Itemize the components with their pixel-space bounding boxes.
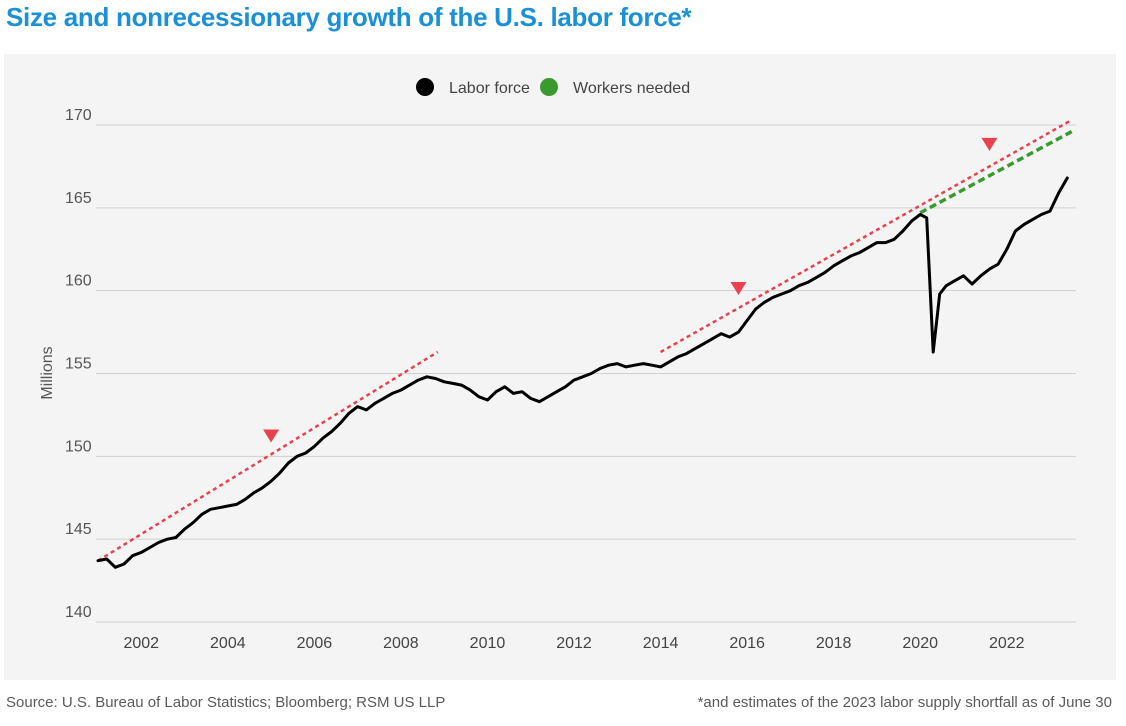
x-tick-label: 2018: [816, 635, 852, 652]
y-tick-label: 160: [65, 273, 92, 290]
y-tick-label: 170: [65, 107, 92, 124]
x-tick-label: 2022: [989, 635, 1025, 652]
legend-labor-force-label: Labor force: [449, 80, 530, 97]
y-axis-label: Millions: [39, 346, 56, 399]
trend-markers: [263, 137, 998, 443]
x-tick-label: 2014: [643, 635, 679, 652]
trend-marker-1: [730, 282, 747, 296]
x-tick-label: 2016: [729, 635, 765, 652]
y-axis-ticks: 140 145 150 155 160 165 170: [65, 107, 92, 621]
x-tick-label: 2012: [556, 635, 592, 652]
series-trend-2014-2023: [659, 118, 1073, 354]
series-workers-needed: [919, 130, 1073, 215]
legend-workers-needed-swatch: [540, 78, 558, 96]
source-note: Source: U.S. Bureau of Labor Statistics;…: [6, 694, 446, 711]
x-tick-label: 2008: [383, 635, 419, 652]
y-tick-label: 150: [65, 438, 92, 455]
x-tick-label: 2004: [210, 635, 246, 652]
legend-workers-needed-label: Workers needed: [573, 80, 690, 97]
y-tick-label: 140: [65, 604, 92, 621]
x-tick-label: 2020: [902, 635, 938, 652]
y-tick-label: 145: [65, 521, 92, 538]
legend-labor-force-swatch: [416, 78, 434, 96]
series-trend-2001-2008: [97, 350, 439, 562]
legend: Labor force Workers needed: [416, 78, 690, 97]
y-tick-label: 155: [65, 356, 92, 373]
x-tick-label: 2002: [123, 635, 159, 652]
y-tick-label: 165: [65, 190, 92, 207]
trend-marker-2: [981, 137, 998, 151]
trend-marker-0: [263, 429, 280, 443]
x-tick-label: 2010: [470, 635, 506, 652]
footnote: *and estimates of the 2023 labor supply …: [697, 694, 1112, 711]
series-labor-force: [96, 176, 1069, 569]
x-tick-label: 2006: [297, 635, 333, 652]
x-axis-ticks: 2002 2004 2006 2008 2010 2012 2014 2016 2018 2020…: [123, 635, 1024, 652]
chart-title: Size and nonrecessionary growth of the U…: [6, 2, 692, 32]
series-lines: [96, 118, 1073, 569]
grid-lines: [96, 124, 1076, 623]
chart-panel: [4, 54, 1116, 680]
